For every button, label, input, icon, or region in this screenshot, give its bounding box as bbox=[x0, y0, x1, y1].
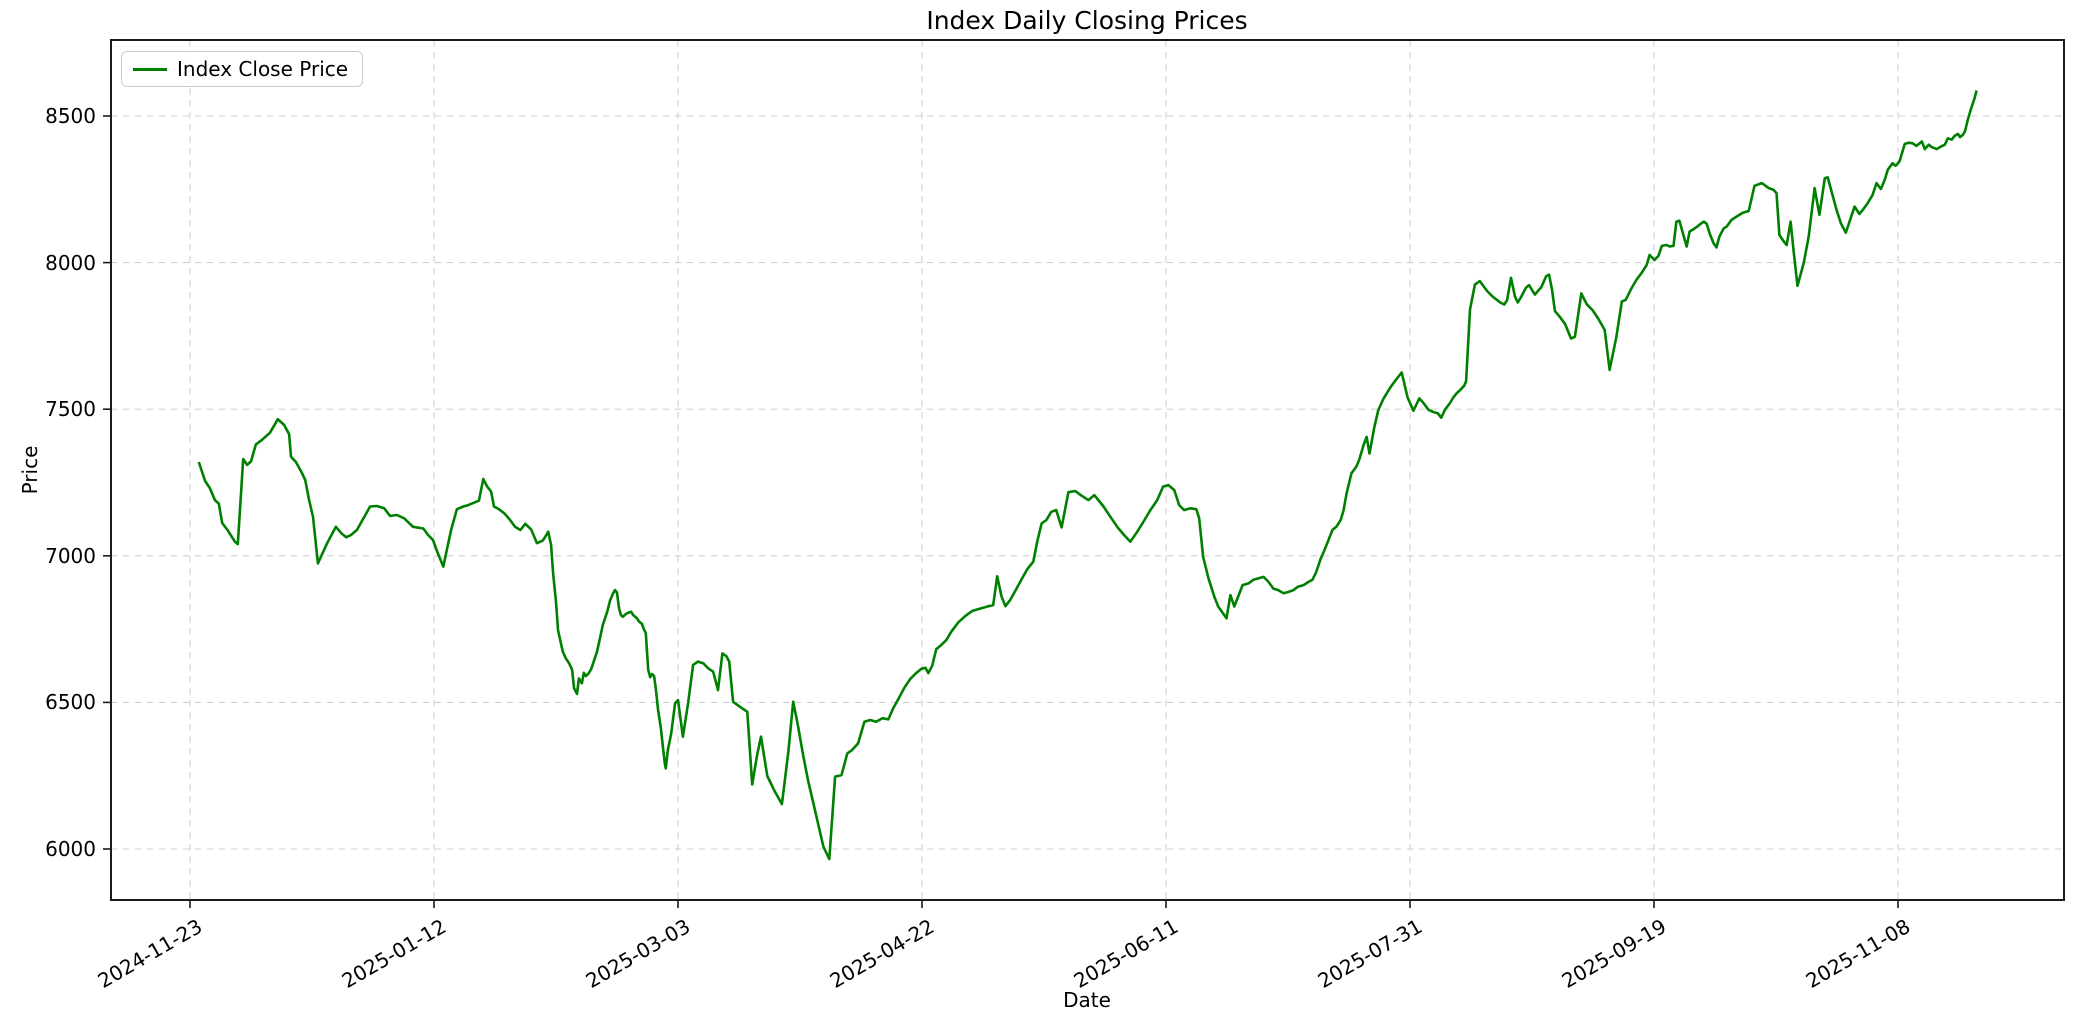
y-tick-label: 7500 bbox=[45, 397, 96, 422]
price-line bbox=[197, 90, 1978, 861]
x-axis-label: Date bbox=[1063, 988, 1111, 1012]
legend-label: Index Close Price bbox=[177, 57, 349, 81]
y-tick-label: 6500 bbox=[45, 690, 96, 715]
y-tick-label: 6000 bbox=[45, 837, 96, 861]
plot-border bbox=[110, 39, 2065, 901]
y-axis-label: Price bbox=[18, 445, 42, 495]
y-tick-label: 8000 bbox=[45, 250, 96, 275]
y-tick-label: 8500 bbox=[45, 104, 96, 128]
chart-title: Index Daily Closing Prices bbox=[926, 6, 1248, 35]
legend: Index Close Price bbox=[121, 51, 364, 87]
legend-line-icon bbox=[133, 67, 167, 71]
y-tick-label: 7000 bbox=[45, 543, 96, 568]
